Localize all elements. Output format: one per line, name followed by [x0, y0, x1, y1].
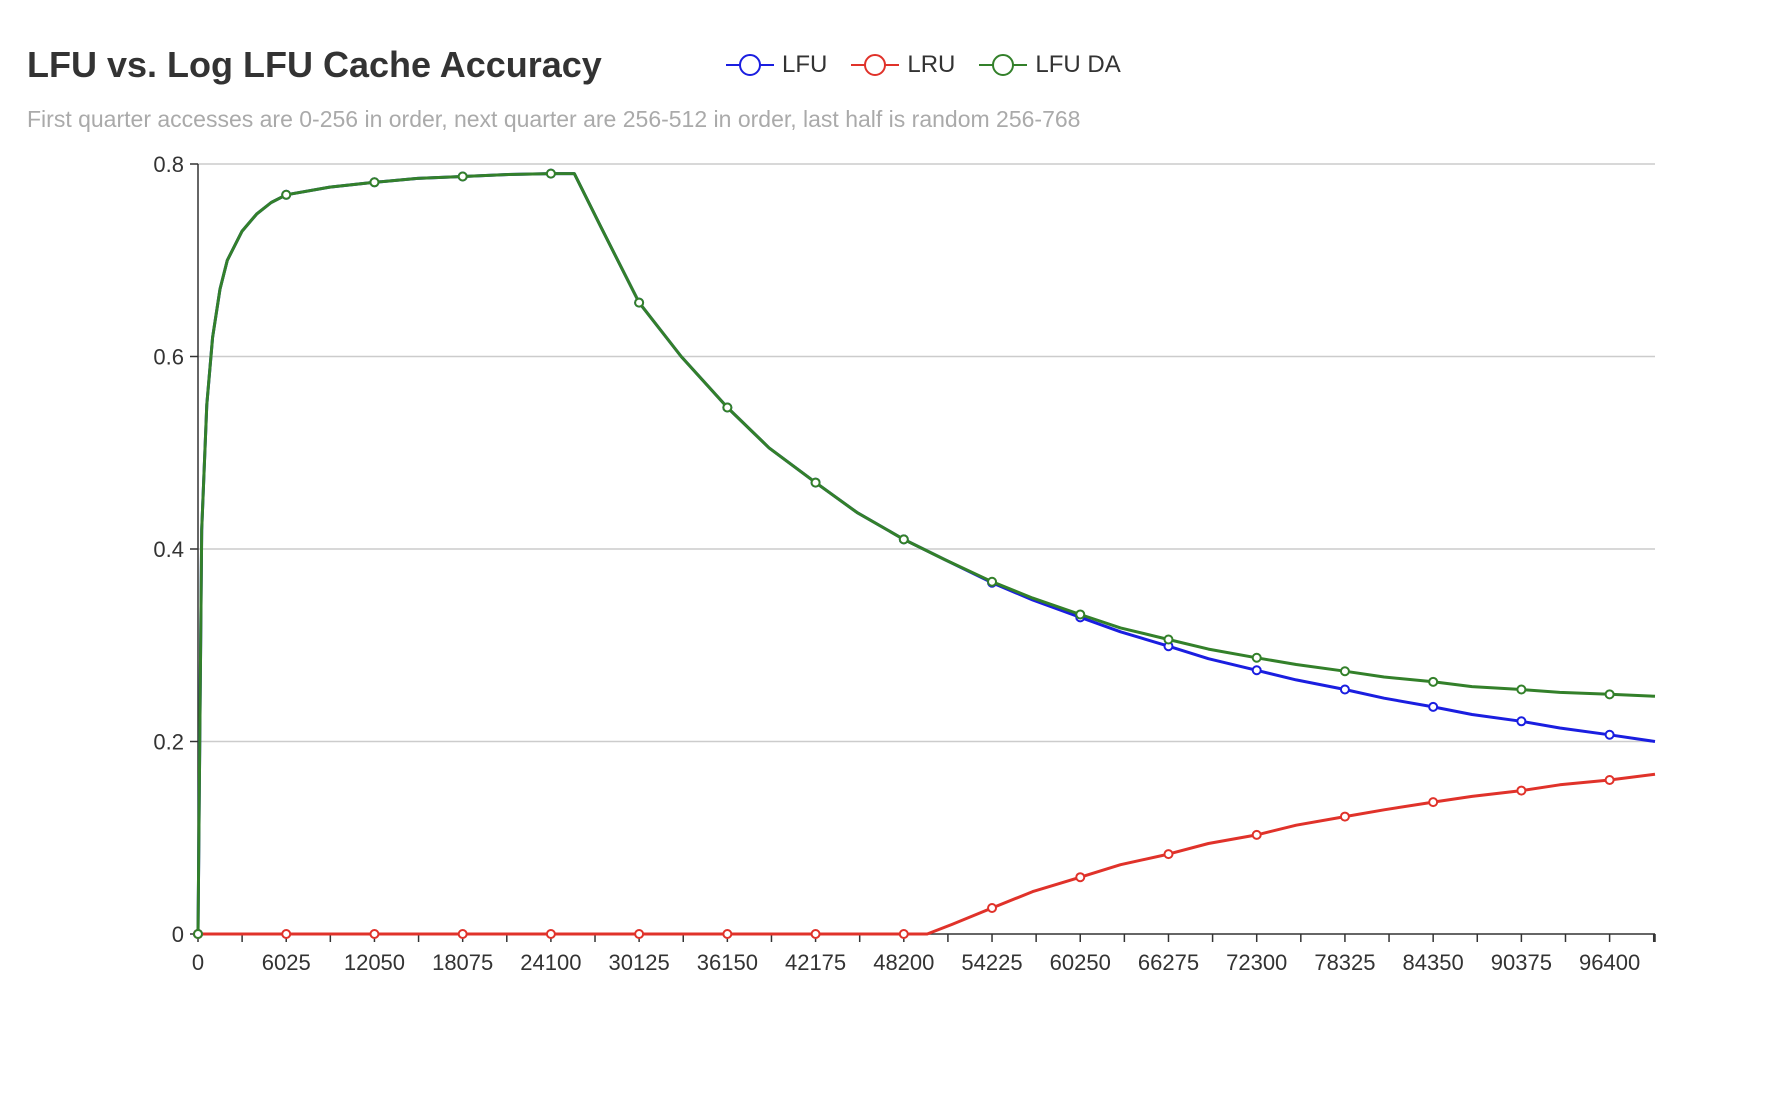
- data-point-lru: [1604, 775, 1615, 785]
- y-tick-label: 0: [172, 922, 184, 947]
- legend-item-lfu-da[interactable]: LFU DA: [977, 51, 1121, 79]
- y-tick-label: 0.2: [153, 730, 184, 755]
- data-point-lru: [457, 929, 468, 939]
- chart-legend: LFU LRU LFU DA: [724, 46, 1143, 84]
- data-point-lru: [1516, 785, 1527, 796]
- data-point-lfu-da: [281, 189, 292, 200]
- data-point-lru: [810, 929, 821, 939]
- data-point-lfu-da: [1428, 676, 1439, 687]
- chart-title: LFU vs. Log LFU Cache Accuracy: [27, 44, 602, 85]
- data-point-lfu-da: [1339, 666, 1350, 677]
- data-point-lfu-da: [810, 477, 821, 488]
- legend-item-lru[interactable]: LRU: [849, 51, 955, 79]
- legend-marker-lfu-icon: [726, 54, 774, 76]
- data-point-lru: [545, 929, 556, 939]
- x-tick-label: 0: [192, 950, 204, 975]
- x-tick-label: 66275: [1138, 950, 1199, 975]
- data-point-lru: [281, 929, 292, 939]
- chart-subtitle: First quarter accesses are 0-256 in orde…: [27, 106, 1081, 132]
- legend-marker-lfu-da-icon: [979, 54, 1028, 76]
- legend-item-lfu[interactable]: LFU: [724, 51, 827, 79]
- data-point-lfu-da: [369, 177, 380, 188]
- x-tick-label: 54225: [961, 950, 1022, 975]
- y-tick-label: 0.8: [153, 152, 184, 177]
- legend-label-lru: LRU: [907, 51, 956, 78]
- series-line-lru: [198, 772, 1656, 936]
- y-tick-label: 0.6: [153, 345, 184, 370]
- data-point-lfu-da: [193, 929, 203, 939]
- x-tick-label: 12050: [344, 950, 405, 975]
- x-tick-label: 30125: [609, 950, 670, 975]
- x-tick-label: 60250: [1050, 950, 1111, 975]
- data-point-lfu: [1604, 729, 1615, 740]
- data-point-lfu: [1339, 684, 1350, 695]
- data-point-lru: [1428, 797, 1439, 808]
- data-point-lfu-da: [1516, 684, 1527, 695]
- y-tick-label: 0.4: [153, 537, 184, 562]
- data-point-lfu-da: [1163, 634, 1174, 645]
- x-tick-label: 42175: [785, 950, 846, 975]
- data-point-lfu-da: [1075, 609, 1086, 620]
- data-point-lru: [898, 929, 909, 939]
- data-point-lfu-da: [722, 402, 733, 413]
- legend-marker-lru-icon: [851, 54, 900, 76]
- x-tick-label: 36150: [697, 950, 758, 975]
- x-tick-label: 6025: [262, 950, 311, 975]
- data-point-lru: [987, 903, 998, 914]
- x-tick-label: 78325: [1314, 950, 1375, 975]
- data-point-lru: [634, 929, 645, 939]
- data-point-lfu-da: [898, 534, 909, 545]
- x-tick-label: 72300: [1226, 950, 1287, 975]
- series-line-lfu: [196, 172, 1656, 935]
- data-point-lfu-da: [987, 576, 998, 587]
- series-line-lfu-da: [196, 172, 1656, 935]
- x-tick-label: 48200: [873, 950, 934, 975]
- data-point-lru: [1163, 849, 1174, 860]
- data-point-lfu: [1428, 701, 1439, 712]
- data-point-lru: [1251, 829, 1262, 840]
- data-point-lru: [369, 929, 380, 939]
- data-point-lru: [1075, 872, 1086, 883]
- data-point-lfu-da: [1604, 689, 1615, 700]
- data-point-lru: [722, 929, 733, 939]
- x-tick-label: 24100: [520, 950, 581, 975]
- data-point-lfu: [1516, 716, 1527, 727]
- legend-label-lfu-da: LFU DA: [1035, 51, 1121, 78]
- data-point-lfu-da: [457, 171, 468, 182]
- x-tick-label: 18075: [432, 950, 493, 975]
- data-point-lfu-da: [545, 168, 556, 179]
- x-tick-label: 96400: [1579, 950, 1640, 975]
- data-point-lfu-da: [634, 297, 645, 308]
- data-point-lru: [1339, 811, 1350, 822]
- x-tick-label: 84350: [1403, 950, 1464, 975]
- x-tick-label: 90375: [1491, 950, 1552, 975]
- data-point-lfu-da: [1251, 652, 1262, 663]
- data-point-lfu: [1251, 665, 1262, 676]
- legend-label-lfu: LFU: [782, 51, 828, 78]
